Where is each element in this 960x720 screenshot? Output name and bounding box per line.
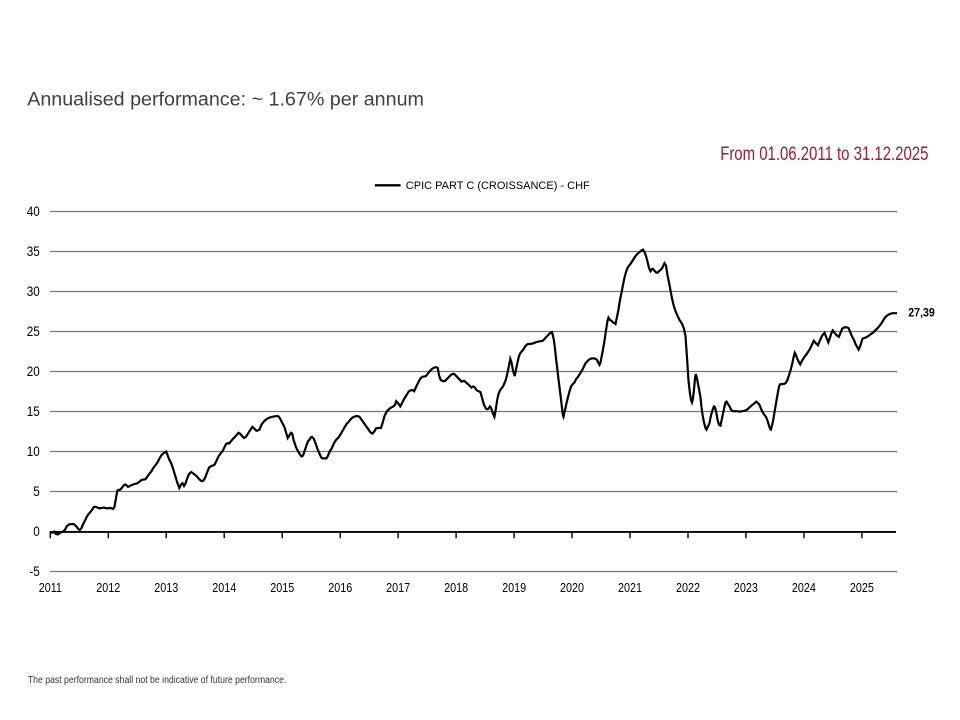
- svg-text:5: 5: [33, 483, 40, 499]
- svg-text:20: 20: [27, 363, 40, 379]
- svg-text:35: 35: [27, 243, 40, 259]
- svg-text:2020: 2020: [560, 580, 584, 595]
- svg-text:2021: 2021: [618, 580, 642, 595]
- svg-text:10: 10: [27, 443, 40, 459]
- svg-text:27,39: 27,39: [908, 307, 934, 320]
- svg-text:2023: 2023: [734, 580, 758, 595]
- svg-text:40: 40: [27, 203, 40, 219]
- svg-text:2022: 2022: [676, 580, 700, 595]
- svg-text:-5: -5: [29, 563, 39, 579]
- svg-text:0: 0: [33, 523, 40, 539]
- svg-text:30: 30: [27, 283, 40, 299]
- svg-text:2014: 2014: [212, 580, 236, 595]
- svg-text:The past performance shall not: The past performance shall not be indica…: [28, 674, 287, 686]
- svg-text:CPIC PART C (CROISSANCE) - CHF: CPIC PART C (CROISSANCE) - CHF: [406, 180, 590, 192]
- svg-text:2018: 2018: [444, 580, 468, 595]
- svg-text:2013: 2013: [154, 580, 178, 595]
- svg-text:2012: 2012: [96, 580, 120, 595]
- svg-text:2019: 2019: [502, 580, 526, 595]
- svg-text:25: 25: [27, 323, 40, 339]
- svg-text:Annualised performance: ~ 1.67: Annualised performance: ~ 1.67% per annu…: [27, 89, 424, 111]
- svg-text:2015: 2015: [270, 580, 294, 595]
- svg-text:2017: 2017: [386, 580, 410, 595]
- svg-text:2011: 2011: [39, 580, 63, 595]
- svg-text:2016: 2016: [328, 580, 352, 595]
- svg-text:2025: 2025: [850, 580, 874, 595]
- svg-text:15: 15: [27, 403, 40, 419]
- svg-text:2024: 2024: [792, 580, 816, 595]
- svg-text:From 01.06.2011 to 31.12.2025: From 01.06.2011 to 31.12.2025: [720, 142, 928, 164]
